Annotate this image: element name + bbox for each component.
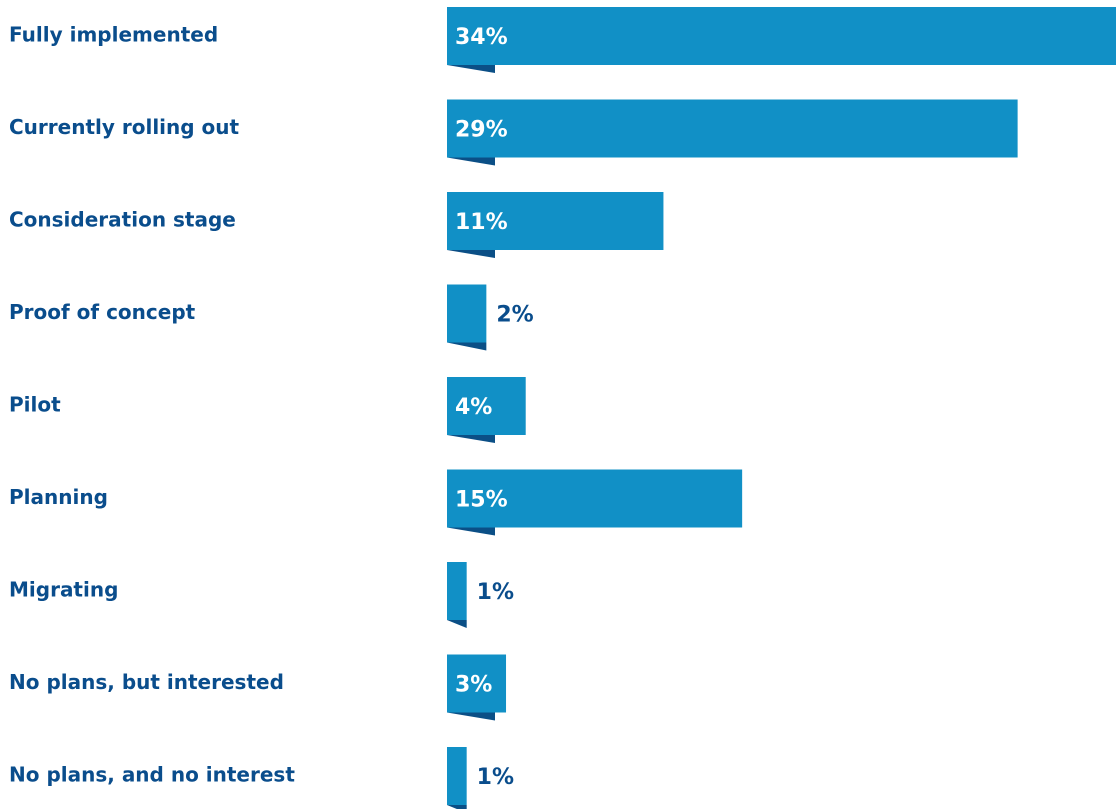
value-label: 2% [496, 303, 533, 328]
bar-fold [447, 712, 495, 721]
value-label: 11% [455, 210, 508, 235]
bar [447, 747, 467, 805]
category-label: No plans, and no interest [9, 763, 295, 787]
bar [447, 377, 526, 435]
bar [447, 562, 467, 620]
bar-fold [447, 157, 495, 166]
value-label: 1% [477, 765, 514, 790]
bar-fold [447, 527, 495, 536]
bar-fold [447, 250, 495, 258]
category-label: Planning [9, 485, 108, 509]
bar-fold [447, 65, 495, 73]
category-label: Currently rolling out [9, 115, 240, 139]
value-label: 34% [455, 25, 508, 50]
bar [447, 99, 1018, 158]
category-label: No plans, but interested [9, 670, 284, 694]
value-label: 1% [477, 580, 514, 605]
category-label: Pilot [9, 393, 61, 417]
value-label: 4% [455, 395, 492, 420]
bar [447, 192, 664, 250]
value-label: 29% [455, 118, 508, 143]
bar-fold [447, 435, 495, 443]
bar [447, 654, 507, 713]
bar-fold [447, 805, 467, 809]
bar-fold [447, 342, 487, 351]
value-label: 15% [455, 488, 508, 513]
bar [447, 284, 487, 343]
category-label: Fully implemented [9, 23, 218, 47]
value-label: 3% [455, 673, 492, 698]
bar [447, 7, 1116, 65]
category-label: Proof of concept [9, 300, 196, 324]
bar-fold [447, 620, 467, 628]
bar [447, 469, 743, 528]
category-label: Consideration stage [9, 208, 236, 232]
category-label: Migrating [9, 578, 118, 602]
